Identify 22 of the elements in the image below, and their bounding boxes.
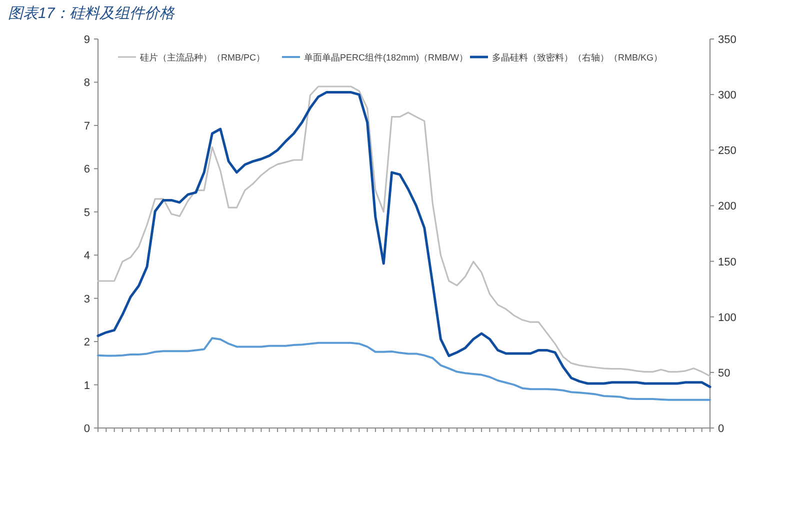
y-tick-label: 8	[84, 77, 90, 90]
y-tick-label: 0	[84, 423, 90, 435]
y-tick-label: 3	[84, 293, 90, 306]
legend-label: 单面单晶PERC组件(182mm)（RMB/W）	[304, 52, 468, 62]
y2-tick-label: 100	[718, 312, 736, 324]
chart-title: 图表17：硅料及组件价格	[8, 5, 176, 22]
y-tick-label: 5	[84, 206, 90, 219]
y2-tick-label: 350	[718, 34, 736, 46]
y2-tick-label: 300	[718, 90, 736, 102]
y-tick-label: 9	[84, 34, 90, 46]
y-tick-label: 2	[84, 336, 90, 349]
y-tick-label: 6	[84, 164, 90, 176]
y2-tick-label: 250	[718, 145, 736, 158]
y2-tick-label: 150	[718, 256, 736, 268]
y-tick-label: 7	[84, 120, 90, 132]
legend-label: 多晶硅料（致密料）（右轴）（RMB/KG）	[492, 52, 663, 62]
y2-tick-label: 50	[718, 367, 730, 380]
y2-tick-label: 0	[718, 423, 724, 435]
y-tick-label: 1	[84, 380, 90, 392]
y2-tick-label: 200	[718, 200, 736, 213]
y-tick-label: 4	[84, 250, 90, 262]
legend-label: 硅片（主流品种）（RMB/PC）	[139, 52, 266, 62]
